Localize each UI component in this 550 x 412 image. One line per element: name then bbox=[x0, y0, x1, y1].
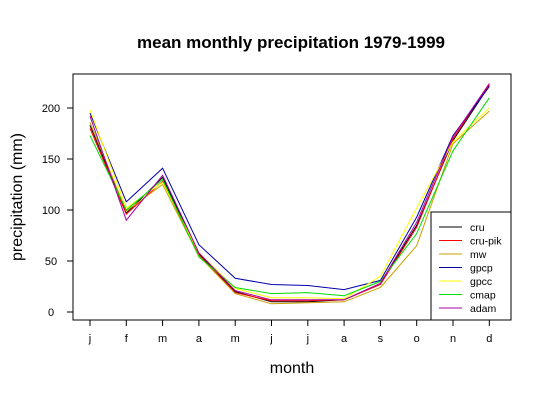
y-tick-label: 200 bbox=[42, 103, 60, 115]
y-axis-label: precipitation (mm) bbox=[9, 133, 26, 261]
x-tick-label: a bbox=[196, 333, 203, 345]
legend-label-adam: adam bbox=[470, 303, 497, 315]
y-tick-label: 100 bbox=[42, 205, 60, 217]
x-tick-label: d bbox=[486, 333, 492, 345]
series-line-adam bbox=[89, 83, 490, 301]
legend-label-gpcp: gpcp bbox=[470, 263, 493, 275]
x-tick-label: a bbox=[341, 333, 348, 345]
legend-label-cru: cru bbox=[470, 222, 485, 234]
y-tick-label: 50 bbox=[45, 256, 57, 268]
series-layer bbox=[89, 83, 490, 305]
x-tick-label: o bbox=[414, 333, 420, 345]
y-axis: 0 50 100 150 200 bbox=[42, 103, 74, 319]
x-tick-label: n bbox=[450, 333, 456, 345]
x-tick-label: j bbox=[88, 333, 91, 345]
legend-label-mw: mw bbox=[470, 249, 487, 261]
legend-label-cru-pik: cru-pik bbox=[470, 236, 502, 248]
chart-title: mean monthly precipitation 1979-1999 bbox=[137, 33, 445, 52]
series-line-gpcp bbox=[89, 86, 490, 291]
series-line-cmap bbox=[89, 97, 490, 297]
series-line-gpcc bbox=[89, 107, 490, 300]
x-tick-label: j bbox=[269, 333, 272, 345]
legend-label-gpcc: gpcc bbox=[470, 276, 492, 288]
series-line-mw bbox=[89, 110, 490, 305]
x-tick-label: j bbox=[306, 333, 309, 345]
legend-box bbox=[430, 211, 512, 321]
x-tick-label: m bbox=[158, 333, 167, 345]
y-tick-label: 150 bbox=[42, 154, 60, 166]
x-axis-label: month bbox=[270, 360, 314, 377]
x-tick-label: m bbox=[231, 333, 240, 345]
legend-label-cmap: cmap bbox=[470, 290, 496, 302]
x-tick-label: s bbox=[378, 333, 384, 345]
x-tick-label: f bbox=[125, 333, 129, 345]
y-tick-label: 0 bbox=[48, 307, 54, 319]
